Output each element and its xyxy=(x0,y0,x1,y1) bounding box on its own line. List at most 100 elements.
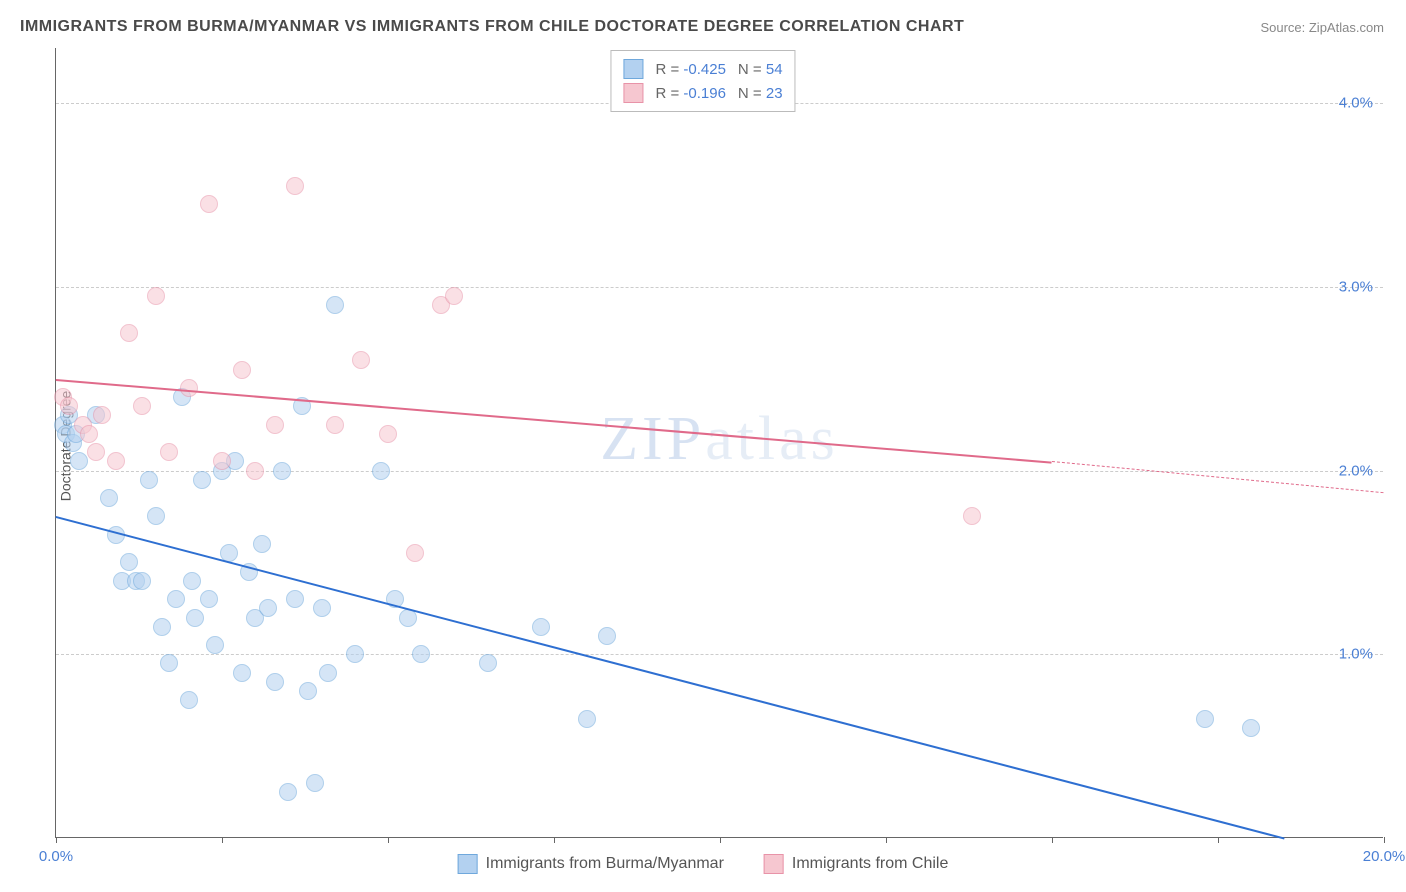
x-tick xyxy=(554,837,555,843)
data-point-chile xyxy=(93,406,111,424)
data-point-burma xyxy=(286,590,304,608)
data-point-burma xyxy=(306,774,324,792)
data-point-burma xyxy=(183,572,201,590)
series-legend: Immigrants from Burma/Myanmar Immigrants… xyxy=(458,854,949,874)
data-point-chile xyxy=(107,452,125,470)
x-tick xyxy=(1384,837,1385,843)
swatch-icon xyxy=(764,854,784,874)
data-point-burma xyxy=(100,489,118,507)
trend-line xyxy=(1052,461,1384,493)
data-point-burma xyxy=(279,783,297,801)
data-point-burma xyxy=(319,664,337,682)
data-point-chile xyxy=(266,416,284,434)
n-label: N = xyxy=(738,61,762,78)
r-value-1: -0.425 xyxy=(683,61,726,78)
data-point-chile xyxy=(406,544,424,562)
data-point-burma xyxy=(346,645,364,663)
data-point-burma xyxy=(412,645,430,663)
data-point-burma xyxy=(167,590,185,608)
swatch-series-1 xyxy=(623,59,643,79)
y-tick-label: 2.0% xyxy=(1339,462,1373,479)
r-label: R = xyxy=(655,61,679,78)
data-point-chile xyxy=(233,361,251,379)
data-point-burma xyxy=(532,618,550,636)
data-point-chile xyxy=(445,287,463,305)
data-point-burma xyxy=(193,471,211,489)
x-tick-label: 0.0% xyxy=(39,848,73,865)
data-point-burma xyxy=(180,691,198,709)
data-point-burma xyxy=(479,654,497,672)
plot-area: ZIPatlas 1.0%2.0%3.0%4.0%0.0%20.0% xyxy=(55,48,1383,838)
watermark: ZIPatlas xyxy=(600,403,839,474)
source-label: Source: ZipAtlas.com xyxy=(1260,20,1384,35)
data-point-burma xyxy=(259,599,277,617)
y-tick-label: 3.0% xyxy=(1339,278,1373,295)
data-point-burma xyxy=(1242,719,1260,737)
data-point-burma xyxy=(598,627,616,645)
legend-row-2: R = -0.196 N = 23 xyxy=(623,81,782,105)
data-point-burma xyxy=(253,535,271,553)
swatch-series-2 xyxy=(623,83,643,103)
data-point-burma xyxy=(578,710,596,728)
legend-label-1: Immigrants from Burma/Myanmar xyxy=(486,855,724,873)
data-point-burma xyxy=(186,609,204,627)
data-point-burma xyxy=(266,673,284,691)
chart-title: IMMIGRANTS FROM BURMA/MYANMAR VS IMMIGRA… xyxy=(20,18,964,36)
legend-item-1: Immigrants from Burma/Myanmar xyxy=(458,854,724,874)
legend-label-2: Immigrants from Chile xyxy=(792,855,948,873)
r-label: R = xyxy=(655,85,679,102)
data-point-burma xyxy=(147,507,165,525)
data-point-chile xyxy=(87,443,105,461)
data-point-chile xyxy=(246,462,264,480)
data-point-burma xyxy=(206,636,224,654)
data-point-chile xyxy=(200,195,218,213)
x-tick xyxy=(886,837,887,843)
swatch-icon xyxy=(458,854,478,874)
data-point-burma xyxy=(140,471,158,489)
data-point-burma xyxy=(200,590,218,608)
data-point-burma xyxy=(160,654,178,672)
data-point-chile xyxy=(180,379,198,397)
data-point-burma xyxy=(273,462,291,480)
legend-row-1: R = -0.425 N = 54 xyxy=(623,57,782,81)
gridline xyxy=(56,654,1383,655)
data-point-chile xyxy=(379,425,397,443)
data-point-burma xyxy=(313,599,331,617)
data-point-burma xyxy=(372,462,390,480)
data-point-chile xyxy=(120,324,138,342)
n-value-1: 54 xyxy=(766,61,783,78)
r-value-2: -0.196 xyxy=(683,85,726,102)
data-point-chile xyxy=(286,177,304,195)
data-point-chile xyxy=(326,416,344,434)
y-tick-label: 4.0% xyxy=(1339,95,1373,112)
data-point-burma xyxy=(120,553,138,571)
data-point-chile xyxy=(60,397,78,415)
data-point-chile xyxy=(133,397,151,415)
data-point-chile xyxy=(352,351,370,369)
data-point-chile xyxy=(160,443,178,461)
n-value-2: 23 xyxy=(766,85,783,102)
x-tick-label: 20.0% xyxy=(1363,848,1406,865)
trend-line xyxy=(56,379,1052,464)
data-point-chile xyxy=(213,452,231,470)
data-point-burma xyxy=(326,296,344,314)
data-point-burma xyxy=(133,572,151,590)
x-tick xyxy=(388,837,389,843)
y-tick-label: 1.0% xyxy=(1339,646,1373,663)
data-point-burma xyxy=(70,452,88,470)
data-point-burma xyxy=(1196,710,1214,728)
correlation-legend: R = -0.425 N = 54 R = -0.196 N = 23 xyxy=(610,50,795,112)
x-tick xyxy=(1218,837,1219,843)
data-point-burma xyxy=(299,682,317,700)
x-tick xyxy=(720,837,721,843)
n-label: N = xyxy=(738,85,762,102)
x-tick xyxy=(222,837,223,843)
data-point-chile xyxy=(963,507,981,525)
x-tick xyxy=(56,837,57,843)
legend-item-2: Immigrants from Chile xyxy=(764,854,948,874)
data-point-chile xyxy=(147,287,165,305)
data-point-burma xyxy=(153,618,171,636)
data-point-burma xyxy=(233,664,251,682)
x-tick xyxy=(1052,837,1053,843)
data-point-chile xyxy=(80,425,98,443)
